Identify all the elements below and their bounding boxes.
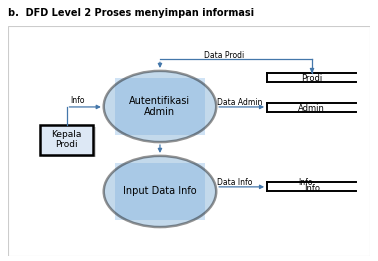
Text: b.  DFD Level 2 Proses menyimpan informasi: b. DFD Level 2 Proses menyimpan informas… — [8, 8, 254, 18]
Text: Data Prodi: Data Prodi — [203, 51, 244, 60]
Text: Info: Info — [304, 183, 320, 193]
Bar — [43, 127, 96, 157]
Text: Autentifikasi
Admin: Autentifikasi Admin — [129, 96, 191, 117]
Bar — [40, 125, 93, 155]
Circle shape — [104, 71, 216, 142]
Bar — [115, 163, 205, 220]
Circle shape — [104, 156, 216, 227]
Text: Admin: Admin — [298, 104, 325, 113]
Text: Info: Info — [70, 96, 85, 105]
Text: Prodi: Prodi — [301, 74, 322, 84]
Text: Data Info: Data Info — [217, 178, 253, 187]
Bar — [115, 78, 205, 135]
Text: Data Admin: Data Admin — [217, 98, 263, 107]
Text: Kepala
Prodi: Kepala Prodi — [51, 130, 82, 150]
Text: Input Data Info: Input Data Info — [123, 186, 197, 197]
Text: Info: Info — [298, 178, 312, 187]
